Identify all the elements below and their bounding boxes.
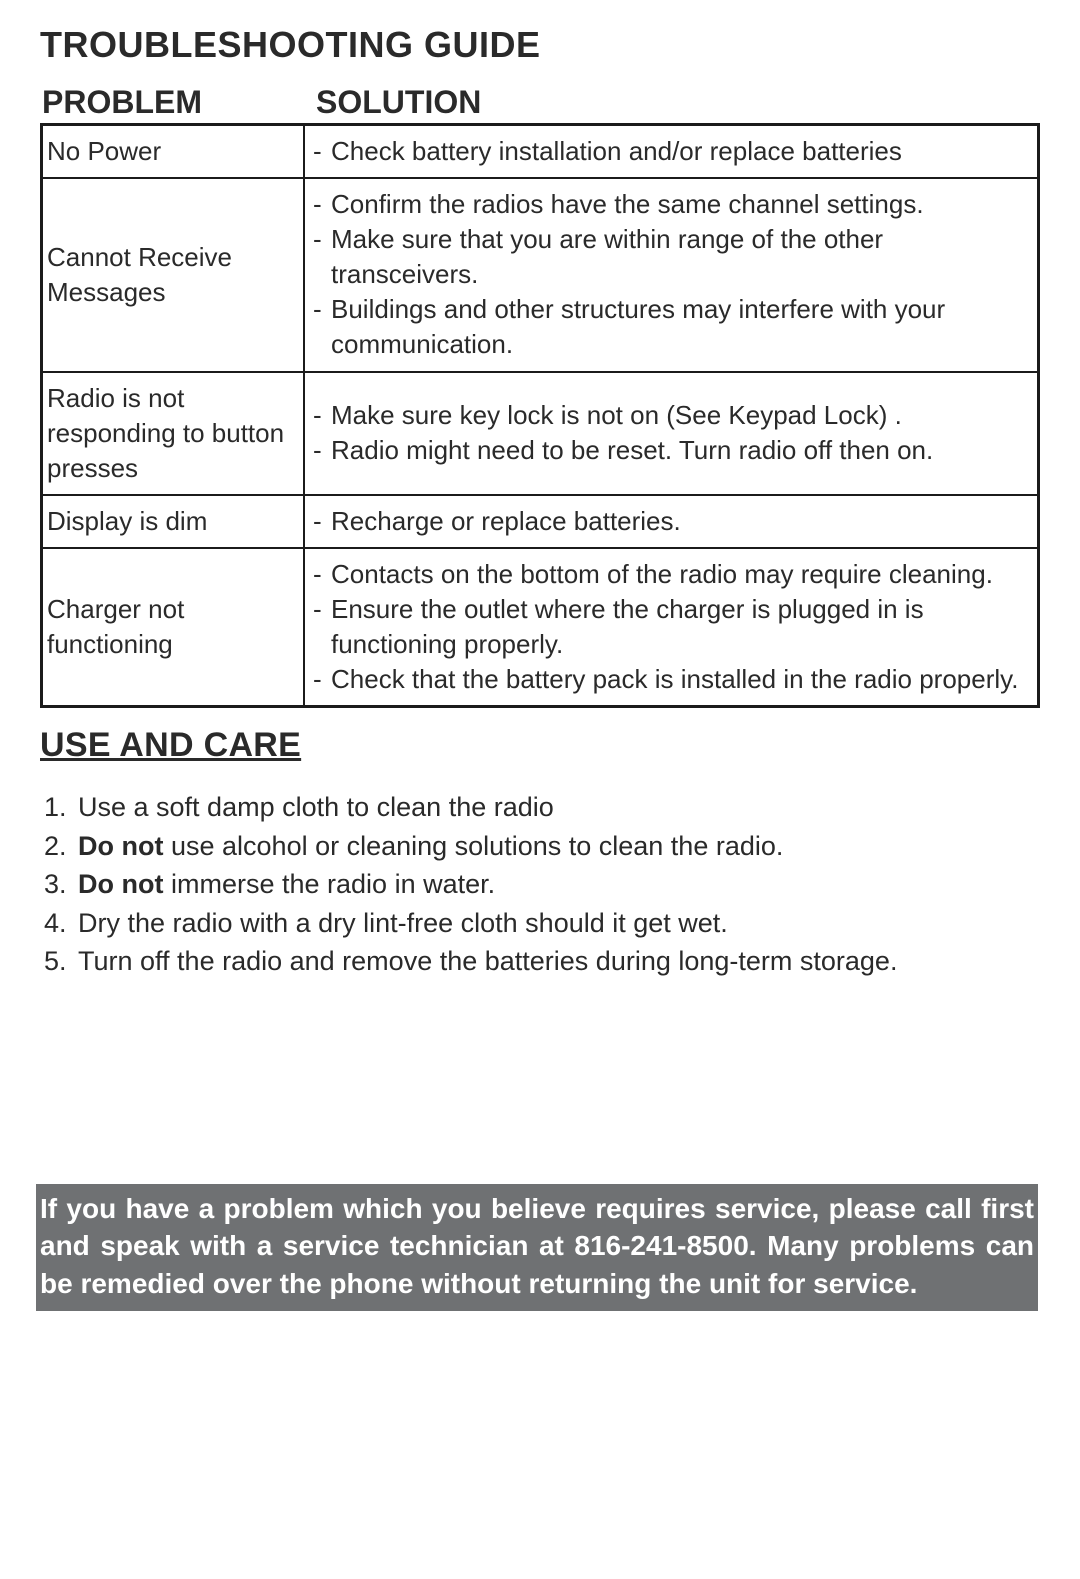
bold-text: Do not bbox=[78, 831, 163, 861]
solution-line: -Make sure key lock is not on (See Keypa… bbox=[313, 398, 1027, 433]
list-item-text: immerse the radio in water. bbox=[163, 869, 495, 899]
list-item: Use a soft damp cloth to clean the radio bbox=[74, 789, 1040, 825]
bullet-dash: - bbox=[313, 592, 327, 662]
table-row: Display is dim-Recharge or replace batte… bbox=[42, 495, 1039, 548]
list-item: Dry the radio with a dry lint-free cloth… bbox=[74, 905, 1040, 941]
bullet-dash: - bbox=[313, 662, 327, 697]
bullet-dash: - bbox=[313, 557, 327, 592]
bullet-dash: - bbox=[313, 292, 327, 362]
bullet-dash: - bbox=[313, 433, 327, 468]
bullet-dash: - bbox=[313, 187, 327, 222]
solution-line: -Check that the battery pack is installe… bbox=[313, 662, 1027, 697]
table-row: No Power-Check battery installation and/… bbox=[42, 125, 1039, 179]
solution-text: Ensure the outlet where the charger is p… bbox=[327, 592, 1027, 662]
problem-cell: Radio is not responding to button presse… bbox=[42, 372, 305, 495]
list-item: Do not immerse the radio in water. bbox=[74, 866, 1040, 902]
solution-text: Radio might need to be reset. Turn radio… bbox=[327, 433, 1027, 468]
bullet-dash: - bbox=[313, 134, 327, 169]
table-row: Radio is not responding to button presse… bbox=[42, 372, 1039, 495]
list-item: Do not use alcohol or cleaning solutions… bbox=[74, 828, 1040, 864]
solution-text: Confirm the radios have the same channel… bbox=[327, 187, 1027, 222]
problem-cell: Charger not functioning bbox=[42, 548, 305, 707]
table-header-problem: PROBLEM bbox=[40, 84, 294, 121]
solution-line: -Buildings and other structures may inte… bbox=[313, 292, 1027, 362]
use-and-care-heading: USE AND CARE bbox=[40, 726, 1040, 765]
service-notice: If you have a problem which you believe … bbox=[36, 1184, 1038, 1311]
table-row: Cannot Receive Messages-Confirm the radi… bbox=[42, 178, 1039, 371]
solution-line: -Make sure that you are within range of … bbox=[313, 222, 1027, 292]
document-page: TROUBLESHOOTING GUIDE PROBLEM SOLUTION N… bbox=[0, 0, 1080, 1579]
solution-cell: -Make sure key lock is not on (See Keypa… bbox=[304, 372, 1039, 495]
bold-text: Do not bbox=[78, 869, 163, 899]
problem-cell: Display is dim bbox=[42, 495, 305, 548]
solution-text: Contacts on the bottom of the radio may … bbox=[327, 557, 1027, 592]
solution-line: -Recharge or replace batteries. bbox=[313, 504, 1027, 539]
solution-line: -Radio might need to be reset. Turn radi… bbox=[313, 433, 1027, 468]
solution-text: Check battery installation and/or replac… bbox=[327, 134, 1027, 169]
problem-cell: Cannot Receive Messages bbox=[42, 178, 305, 371]
list-item-text: use alcohol or cleaning solutions to cle… bbox=[163, 831, 783, 861]
troubleshooting-table: No Power-Check battery installation and/… bbox=[40, 123, 1040, 708]
solution-cell: -Confirm the radios have the same channe… bbox=[304, 178, 1039, 371]
page-title: TROUBLESHOOTING GUIDE bbox=[40, 24, 1040, 66]
use-and-care-list: Use a soft damp cloth to clean the radio… bbox=[40, 789, 1040, 979]
bullet-dash: - bbox=[313, 222, 327, 292]
solution-text: Check that the battery pack is installed… bbox=[327, 662, 1027, 697]
solution-text: Make sure key lock is not on (See Keypad… bbox=[327, 398, 1027, 433]
solution-line: -Ensure the outlet where the charger is … bbox=[313, 592, 1027, 662]
solution-text: Buildings and other structures may inter… bbox=[327, 292, 1027, 362]
solution-cell: -Check battery installation and/or repla… bbox=[304, 125, 1039, 179]
table-header-row: PROBLEM SOLUTION bbox=[40, 84, 1040, 121]
table-header-solution: SOLUTION bbox=[294, 84, 481, 121]
solution-cell: -Contacts on the bottom of the radio may… bbox=[304, 548, 1039, 707]
bullet-dash: - bbox=[313, 398, 327, 433]
problem-cell: No Power bbox=[42, 125, 305, 179]
bullet-dash: - bbox=[313, 504, 327, 539]
solution-line: -Check battery installation and/or repla… bbox=[313, 134, 1027, 169]
solution-text: Recharge or replace batteries. bbox=[327, 504, 1027, 539]
table-row: Charger not functioning-Contacts on the … bbox=[42, 548, 1039, 707]
solution-text: Make sure that you are within range of t… bbox=[327, 222, 1027, 292]
solution-line: -Confirm the radios have the same channe… bbox=[313, 187, 1027, 222]
list-item: Turn off the radio and remove the batter… bbox=[74, 943, 1040, 979]
solution-line: -Contacts on the bottom of the radio may… bbox=[313, 557, 1027, 592]
solution-cell: -Recharge or replace batteries. bbox=[304, 495, 1039, 548]
